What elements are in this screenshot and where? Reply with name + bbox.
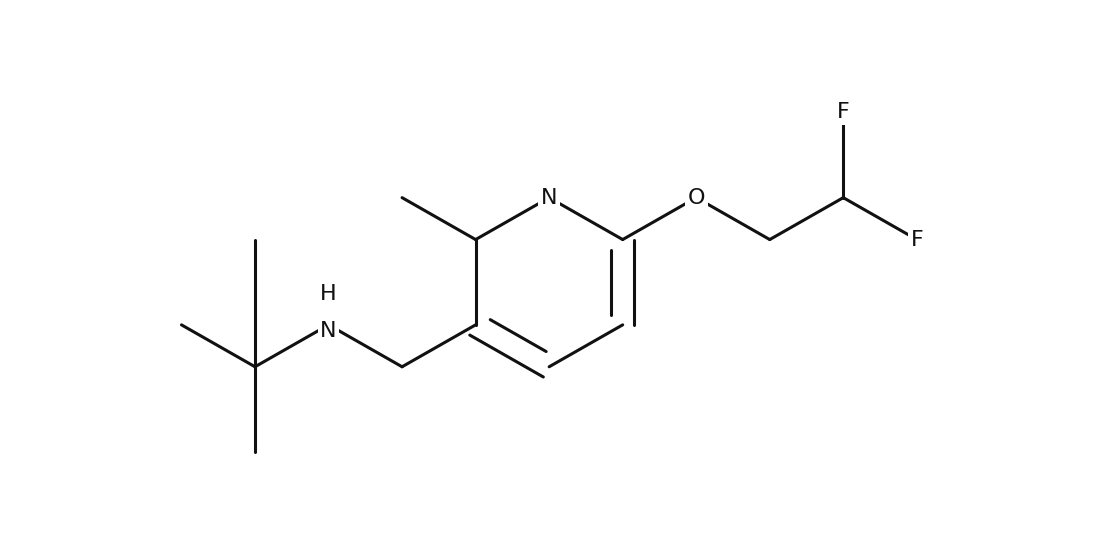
Text: N: N xyxy=(541,188,558,208)
Text: O: O xyxy=(688,188,705,208)
Text: N: N xyxy=(321,321,337,341)
Text: F: F xyxy=(837,102,849,123)
Text: F: F xyxy=(910,230,923,249)
Text: H: H xyxy=(321,284,337,304)
